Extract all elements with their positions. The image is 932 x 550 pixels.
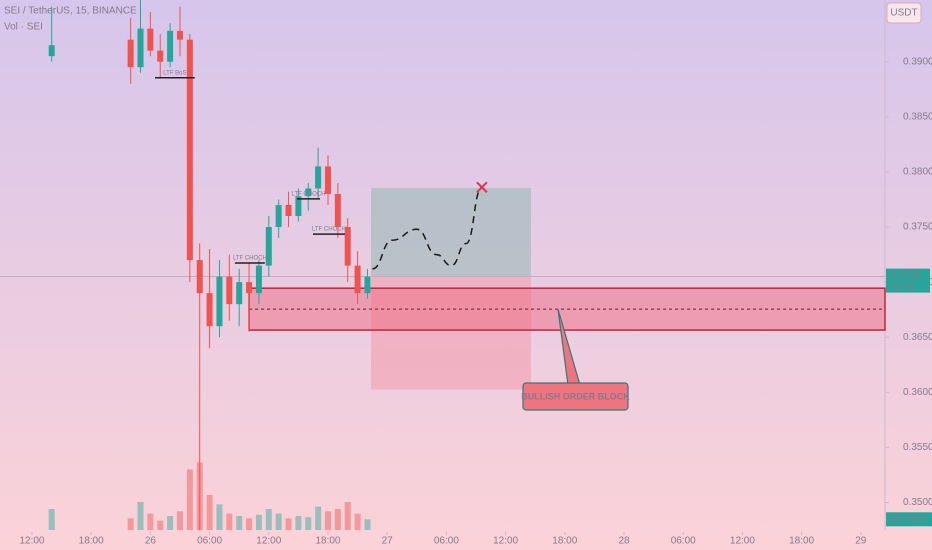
volume-bar bbox=[354, 513, 361, 530]
candle-body bbox=[48, 45, 55, 57]
candle-body bbox=[167, 30, 174, 62]
y-tick-label: 0.3900 bbox=[903, 56, 932, 67]
volume-bar bbox=[206, 495, 213, 530]
candle-body bbox=[226, 276, 233, 305]
candle-body bbox=[265, 227, 272, 266]
structure-label: LTF CHOCH bbox=[292, 191, 326, 197]
volume-bar bbox=[226, 513, 233, 530]
y-tick-label: 0.3850 bbox=[903, 111, 932, 122]
y-tick-label: 0.3500 bbox=[903, 497, 932, 508]
x-tick-label: 26 bbox=[145, 536, 157, 547]
candle-body bbox=[147, 28, 154, 51]
volume-bar bbox=[236, 516, 243, 530]
candle-body bbox=[137, 28, 144, 68]
volume-bar bbox=[255, 514, 262, 530]
y-tick-label: 0.3600 bbox=[903, 387, 932, 398]
volume-bar bbox=[295, 516, 302, 530]
candle-body bbox=[206, 293, 213, 327]
callout-box bbox=[522, 382, 629, 411]
projection-path bbox=[372, 186, 483, 270]
structure-label: LTF CHOCH bbox=[233, 256, 267, 262]
position-stop-zone bbox=[371, 276, 531, 390]
x-tick-label: 06:00 bbox=[434, 536, 459, 547]
volume-bar bbox=[344, 502, 351, 530]
candle-body bbox=[176, 30, 183, 40]
candle-body bbox=[216, 276, 223, 327]
volume-bar bbox=[364, 519, 371, 530]
x-tick-label: 18:00 bbox=[789, 536, 814, 547]
y-tick-label: 0.3750 bbox=[903, 222, 932, 233]
currency-box[interactable] bbox=[886, 2, 922, 24]
volume-bar bbox=[315, 506, 322, 530]
y-tick-label: 0.3650 bbox=[903, 332, 932, 343]
volume-bar bbox=[147, 513, 154, 530]
candle-body bbox=[127, 39, 134, 68]
candle-body bbox=[315, 166, 322, 189]
candle-body bbox=[246, 282, 253, 294]
x-tick-label: 18:00 bbox=[315, 536, 340, 547]
candle-body bbox=[334, 193, 341, 228]
volume-bar bbox=[265, 509, 272, 530]
volume-bar bbox=[167, 516, 174, 530]
volume-bar bbox=[157, 520, 164, 530]
candle-body bbox=[236, 282, 243, 305]
volume-bar bbox=[216, 504, 223, 530]
candle-body bbox=[364, 276, 371, 294]
volume-title: Vol · SEI bbox=[4, 22, 43, 33]
x-tick-label: 12:00 bbox=[19, 536, 44, 547]
volume-bar bbox=[285, 518, 292, 530]
volume-bar bbox=[334, 509, 341, 530]
price-tag-value: 0.3705 bbox=[891, 270, 922, 281]
volume-tag-label: 459.461K bbox=[889, 514, 928, 524]
x-tick-label: 12:00 bbox=[256, 536, 281, 547]
x-tick-label: 12:00 bbox=[730, 536, 755, 547]
volume-bar bbox=[127, 518, 134, 530]
candle-body bbox=[157, 50, 164, 62]
callout-label: BULLISH ORDER BLOCK bbox=[521, 391, 630, 401]
volume-bar bbox=[305, 517, 312, 530]
y-tick-label: 0.3800 bbox=[903, 167, 932, 178]
y-tick-label: 0.3550 bbox=[903, 442, 932, 453]
candle-body bbox=[295, 196, 302, 216]
candle-body bbox=[275, 204, 282, 228]
candle-body bbox=[285, 204, 292, 216]
x-tick-label: 06:00 bbox=[671, 536, 696, 547]
price-tag bbox=[886, 268, 930, 293]
target-cross bbox=[476, 181, 488, 194]
volume-bar bbox=[246, 518, 253, 530]
x-tick-label: 12:00 bbox=[493, 536, 518, 547]
volume-bar bbox=[176, 511, 183, 530]
volume-bar bbox=[137, 502, 144, 530]
volume-bar bbox=[275, 513, 282, 530]
currency[interactable]: USDT bbox=[890, 8, 917, 19]
volume-tag bbox=[886, 512, 932, 527]
candle-body bbox=[186, 39, 193, 261]
candle-body bbox=[196, 260, 203, 294]
structure-label: LTF CHOCH bbox=[312, 227, 346, 233]
x-tick-label: 27 bbox=[382, 536, 394, 547]
candle-body bbox=[305, 188, 312, 197]
candle-body bbox=[354, 265, 361, 294]
candle-body bbox=[344, 227, 351, 266]
position-target-zone bbox=[371, 187, 531, 277]
structure-label: LTF BoS bbox=[163, 70, 186, 76]
x-tick-label: 06:00 bbox=[197, 536, 222, 547]
volume-bar bbox=[186, 469, 193, 530]
candle-body bbox=[324, 166, 331, 194]
x-tick-label: 18:00 bbox=[552, 536, 577, 547]
x-tick-label: 29 bbox=[855, 536, 867, 547]
price-tag-countdown: 02:48 bbox=[891, 281, 914, 291]
candle-body bbox=[255, 265, 262, 294]
chart-title: SEI / TetherUS, 15, BINANCE bbox=[4, 6, 137, 17]
volume-bar bbox=[324, 511, 331, 530]
x-tick-label: 18:00 bbox=[79, 536, 104, 547]
volume-bar bbox=[48, 509, 55, 530]
x-tick-label: 28 bbox=[618, 536, 630, 547]
